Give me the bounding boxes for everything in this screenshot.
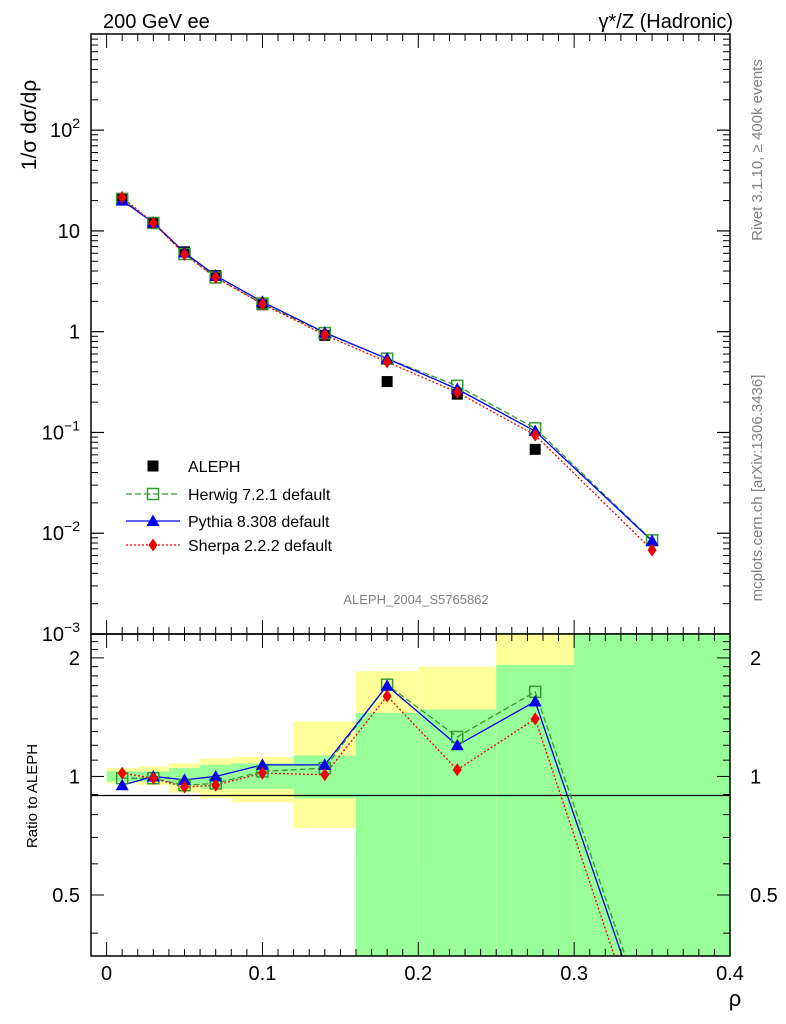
ratio-point-pythia [318, 758, 332, 770]
y-tick-label-exponent: −2 [64, 518, 80, 534]
y-tick-label: 1 [69, 322, 80, 344]
x-tick-label: 0 [101, 963, 112, 985]
ratio-point-sherpa [382, 689, 392, 703]
ratio-point-pythia [528, 694, 542, 707]
x-tick-label: 0.3 [560, 963, 588, 985]
y-tick-label: 10−2 [42, 518, 80, 545]
data-point-data [529, 443, 541, 455]
data-point-sherpa [148, 216, 158, 230]
ratio-line-pythia [121, 684, 623, 956]
y-tick-label: 10−3 [42, 619, 80, 646]
ratio-point-sherpa [530, 712, 540, 726]
ratio-frame [90, 633, 731, 957]
ratio-line-herwig [122, 683, 626, 956]
uncertainty-band-stat [574, 634, 730, 956]
data-point-sherpa [530, 428, 540, 442]
ratio-y-tick-label-right: 2 [750, 648, 761, 670]
ratio-point-sherpa [117, 766, 127, 780]
ratio-point-sherpa [180, 780, 190, 794]
uncertainty-band-stat [418, 709, 497, 956]
data-point-sherpa [320, 328, 330, 342]
mcplots-label: mcplots.cern.ch [arXiv:1306.3436] [749, 375, 766, 602]
ratio-point-sherpa [452, 763, 462, 777]
y-tick-label-mantissa: 10 [42, 422, 64, 444]
uncertainty-band-stat [355, 712, 419, 956]
y-tick-label-exponent: −1 [64, 417, 80, 433]
main-series [115, 190, 659, 557]
ratio-point-pythia [380, 679, 394, 691]
ratio-point-pythia [209, 769, 223, 782]
ratio-point-sherpa [257, 766, 267, 780]
data-point-sherpa [647, 543, 657, 557]
legend: ALEPH Herwig 7.2.1 default Pythia 8.308 de… [126, 459, 333, 555]
ratio-point-sherpa [148, 771, 158, 785]
data-point-sherpa [180, 247, 190, 261]
data-point-sherpa [117, 190, 127, 204]
x-tick-label: 0.4 [716, 963, 744, 985]
legend-label: Herwig 7.2.1 default [188, 487, 331, 504]
y-tick-label: 10 [58, 221, 80, 243]
main-y-axis-label: 1/σ dσ/dρ [18, 80, 41, 170]
y-tick-label-mantissa: 10 [42, 624, 64, 646]
legend-marker-herwig [146, 487, 160, 501]
ratio-point-pythia [255, 758, 269, 770]
ratio-y-tick-label-right: 1 [750, 766, 761, 788]
legend-label: Pythia 8.308 default [188, 514, 330, 531]
legend-marker-sherpa [148, 538, 158, 552]
legend-marker-pythia [146, 514, 160, 526]
ratio-y-tick-label: 2 [69, 648, 80, 670]
y-tick-label-mantissa: 10 [50, 120, 72, 142]
header-right: γ*/Z (Hadronic) [599, 11, 733, 33]
data-point-pythia [645, 534, 659, 546]
y-tick-label: 10−1 [42, 417, 80, 444]
legend-marker-data [147, 460, 159, 472]
data-point-data [381, 376, 393, 388]
y-tick-label-exponent: 2 [72, 115, 80, 131]
ratio-y-tick-label: 0.5 [52, 885, 80, 907]
watermark: ALEPH_2004_S5765862 [343, 592, 488, 607]
ratio-point-sherpa [320, 768, 330, 782]
uncertainty-bands [106, 634, 730, 956]
ratio-series [115, 678, 626, 956]
y-tick-label-exponent: −3 [64, 619, 80, 635]
ratio-ticks: 0.5 0.5 1 1 2 2 0 0.1 0.2 0.3 0.4 [52, 634, 778, 985]
ratio-point-sherpa [211, 778, 221, 792]
main-ticks [91, 33, 731, 635]
series-line-herwig [121, 198, 653, 541]
rivet-version-label: Rivet 3.1.10, ≥ 400k events [749, 59, 766, 241]
data-point-sherpa [211, 270, 221, 284]
legend-label: ALEPH [188, 459, 240, 476]
ratio-panel: 0.5 0.5 1 1 2 2 0 0.1 0.2 0.3 0.4 Ratio to ALEPH ρ [24, 633, 778, 1011]
y-tick-label-mantissa: 10 [42, 523, 64, 545]
series-line-pythia [121, 200, 653, 542]
x-tick-label: 0.2 [404, 963, 432, 985]
ratio-point-pythia [450, 738, 464, 751]
ratio-point-pythia [178, 773, 192, 785]
main-frame [90, 33, 731, 635]
ratio-y-tick-label: 1 [69, 766, 80, 788]
x-tick-label: 0.1 [249, 963, 277, 985]
data-point-sherpa [382, 355, 392, 369]
data-point-sherpa [257, 297, 267, 311]
ratio-point-pythia [115, 778, 129, 791]
legend-label: Sherpa 2.2.2 default [188, 538, 333, 555]
y-tick-label: 102 [50, 115, 80, 142]
data-point-sherpa [452, 385, 462, 399]
x-axis-label: ρ [729, 986, 742, 1011]
ratio-y-tick-label-right: 0.5 [750, 885, 778, 907]
ratio-y-axis-label: Ratio to ALEPH [24, 744, 41, 848]
header-left: 200 GeV ee [103, 11, 210, 33]
